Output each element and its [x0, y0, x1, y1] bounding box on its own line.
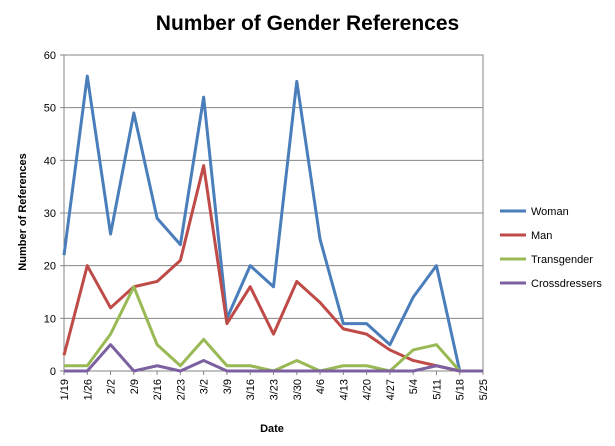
legend-entry-woman: Woman: [531, 206, 569, 218]
x-tick-label: 5/4: [408, 379, 420, 394]
x-tick-label: 2/2: [106, 379, 118, 394]
y-axis-label: Number of References: [17, 153, 29, 270]
gridlines: [64, 54, 483, 372]
y-tick-label: 10: [44, 313, 56, 325]
x-axis-label: Date: [260, 423, 284, 435]
series-line-man: [62, 164, 483, 373]
x-tick-label: 3/23: [269, 379, 281, 400]
x-tick-label: 4/27: [385, 379, 397, 400]
y-tick-label: 40: [44, 155, 56, 167]
x-tick-label: 5/11: [431, 379, 443, 400]
series-line-woman: [62, 74, 483, 373]
legend-entry-transgender: Transgender: [531, 254, 593, 266]
legend-entry-man: Man: [531, 230, 552, 242]
x-tick-label: 5/25: [478, 379, 490, 400]
x-tick-label: 1/26: [82, 379, 94, 400]
series-lines: [62, 74, 483, 373]
x-tick-label: 4/13: [338, 379, 350, 400]
x-tick-label: 4/20: [362, 379, 374, 400]
y-tick-labels: 0 10 20 30 40 50 60: [44, 50, 56, 378]
x-tick-label: 2/23: [175, 379, 187, 400]
y-tick-label: 60: [44, 50, 56, 62]
x-tick-label: 3/9: [222, 379, 234, 394]
x-tick-labels: 1/19 1/26 2/2 2/9 2/16 2/23 3/2 3/9 3/16 3/23 3/30…: [59, 379, 490, 400]
legend-entry-crossdressers: Crossdressers: [531, 278, 602, 290]
x-tick-label: 5/18: [455, 379, 467, 400]
legend: Woman Man Transgender Crossdressers: [500, 206, 602, 290]
series-line-transgender: [64, 285, 483, 373]
y-tick-label: 30: [44, 208, 56, 220]
series-line-crossdressers: [64, 343, 483, 373]
x-tick-label: 1/19: [59, 379, 71, 400]
x-tick-label: 3/2: [199, 379, 211, 394]
x-tick-label: 4/6: [315, 379, 327, 394]
y-tick-label: 20: [44, 261, 56, 273]
x-tick-label: 2/16: [152, 379, 164, 400]
x-tick-label: 3/16: [245, 379, 257, 400]
y-tick-label: 0: [50, 366, 56, 378]
chart-title: Number of Gender References: [155, 12, 460, 35]
x-tick-label: 3/30: [292, 379, 304, 400]
y-tick-label: 50: [44, 103, 56, 115]
x-tick-label: 2/9: [129, 379, 141, 394]
